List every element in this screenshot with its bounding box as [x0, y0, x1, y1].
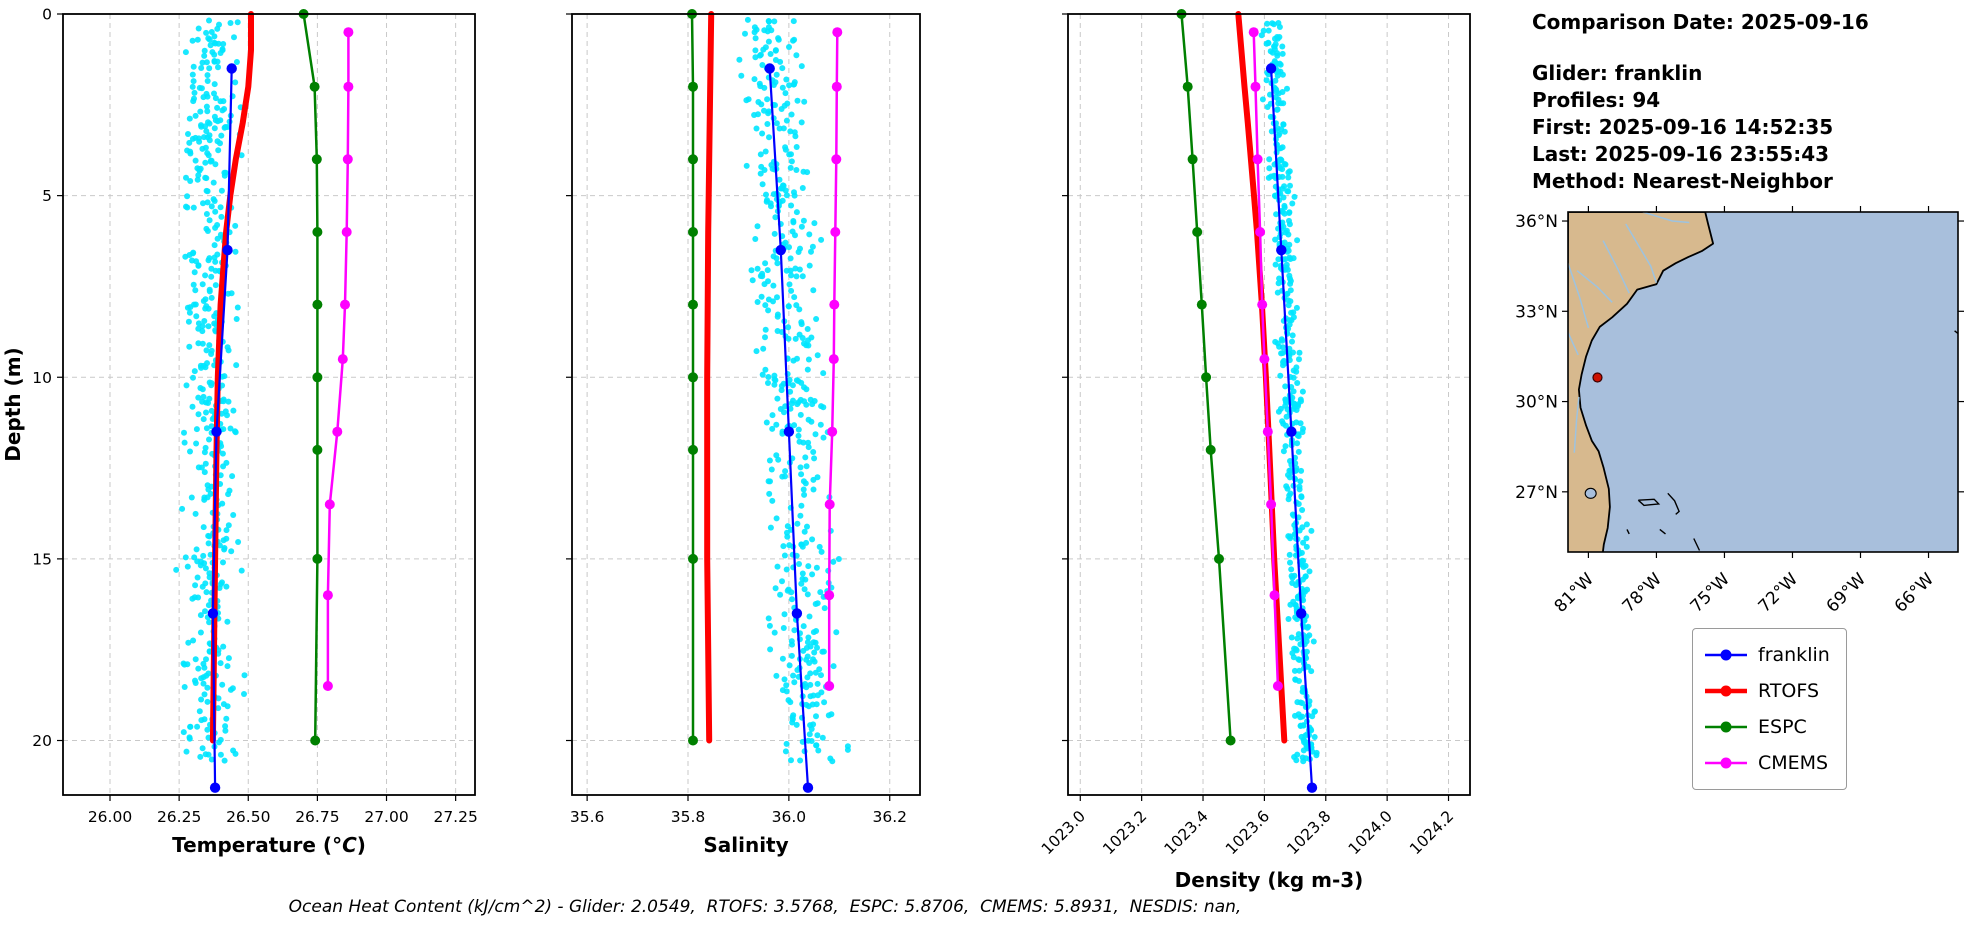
legend-line-sample: [1705, 685, 1747, 697]
legend-item-RTOFS: RTOFS: [1703, 673, 1830, 709]
svg-text:5: 5: [42, 187, 52, 205]
svg-text:1023.4: 1023.4: [1161, 807, 1212, 858]
svg-text:36.2: 36.2: [872, 808, 907, 826]
island-outline: [1693, 538, 1701, 551]
svg-text:0: 0: [42, 6, 52, 24]
legend-line-sample: [1705, 721, 1747, 733]
svg-text:75°W: 75°W: [1687, 569, 1734, 616]
svg-text:10: 10: [32, 369, 52, 387]
location-map: 36°N 33°N 30°N 27°N 81°W 78°W 75°W 72°W 69°W 66°W: [1515, 206, 1964, 617]
island-outline: [1667, 492, 1680, 515]
legend-line-sample: [1705, 649, 1747, 661]
svg-text:27.25: 27.25: [433, 808, 477, 826]
x-axis-label: Density (kg m-3): [1175, 868, 1364, 892]
lake: [1584, 487, 1597, 499]
info-line: Last: 2025-09-16 23:55:43: [1532, 142, 1830, 166]
axes-frame: [571, 13, 921, 796]
plot-density: 1023.0 1023.2 1023.4 1023.6 1023.8 1024.0 1024…: [1038, 9, 1471, 892]
island-outline: [1626, 529, 1630, 535]
coastline-land: [1568, 212, 1714, 552]
glider-raw-points: [736, 16, 851, 765]
svg-text:27°N: 27°N: [1515, 483, 1558, 503]
gridlines: [572, 13, 920, 795]
svg-text:35.6: 35.6: [570, 808, 605, 826]
glider-info-lines: Glider: franklin Profiles: 94 First: 2025-…: [1532, 60, 1869, 195]
gridlines: [1068, 13, 1470, 795]
svg-text:20: 20: [32, 732, 52, 750]
svg-text:27.00: 27.00: [364, 808, 408, 826]
legend-item-ESPC: ESPC: [1703, 709, 1830, 745]
axes-frame: [62, 13, 476, 796]
series-CMEMS: [326, 30, 350, 688]
river: [1625, 223, 1658, 283]
svg-text:1024.0: 1024.0: [1345, 807, 1396, 858]
svg-text:1023.0: 1023.0: [1038, 807, 1089, 858]
river: [1642, 212, 1690, 224]
svg-text:26.50: 26.50: [226, 808, 270, 826]
island-outline: [1659, 528, 1666, 535]
glider-raw-points: [173, 17, 248, 764]
plot-salinity: 35.6 35.8 36.0 36.2 Salinity: [566, 9, 921, 857]
svg-text:78°W: 78°W: [1619, 569, 1666, 616]
svg-text:36.0: 36.0: [772, 808, 807, 826]
svg-text:1024.2: 1024.2: [1406, 807, 1457, 858]
info-panel: Comparison Date: 2025-09-16 Glider: fran…: [1532, 10, 1869, 195]
x-axis-label: Salinity: [703, 833, 788, 857]
x-axis-label: Temperature (°C): [172, 833, 366, 857]
island-outline: [1637, 498, 1661, 507]
profile-plots: 26.00 26.25 26.50 26.75 27.00 27.25 0 5 10 15 20 Te…: [1, 6, 1471, 892]
info-line: First: 2025-09-16 14:52:35: [1532, 115, 1834, 139]
legend-label: franklin: [1758, 644, 1830, 666]
svg-text:1023.2: 1023.2: [1099, 807, 1150, 858]
river: [1576, 270, 1613, 303]
info-line: Glider: franklin: [1532, 61, 1703, 85]
info-line: Method: Nearest-Neighbor: [1532, 169, 1833, 193]
legend-item-franklin: franklin: [1703, 637, 1830, 673]
ohc-annotation: Ocean Heat Content (kJ/cm^2) - Glider: 2…: [288, 897, 1242, 917]
svg-text:1023.6: 1023.6: [1222, 807, 1273, 858]
legend-label: RTOFS: [1758, 680, 1820, 702]
glider-location-marker: [1592, 372, 1603, 383]
axes-frame: [1067, 13, 1471, 796]
gridlines: [63, 13, 475, 795]
svg-text:30°N: 30°N: [1515, 393, 1558, 413]
series-RTOFS: [704, 11, 715, 744]
series-CMEMS: [1252, 30, 1280, 688]
river: [1568, 332, 1579, 356]
map-frame: [1567, 211, 1959, 553]
svg-text:72°W: 72°W: [1755, 569, 1802, 616]
series-CMEMS: [827, 30, 839, 688]
svg-text:66°W: 66°W: [1891, 569, 1938, 616]
plot-temperature: 26.00 26.25 26.50 26.75 27.00 27.25 0 5 10 15 20 Te…: [1, 6, 478, 858]
legend-label: CMEMS: [1758, 752, 1829, 774]
comparison-date-text: Comparison Date: 2025-09-16: [1532, 10, 1869, 34]
legend-label: ESPC: [1758, 716, 1807, 738]
svg-text:26.25: 26.25: [157, 808, 201, 826]
svg-text:35.8: 35.8: [671, 808, 706, 826]
info-line: Profiles: 94: [1532, 88, 1661, 112]
svg-text:69°W: 69°W: [1823, 569, 1870, 616]
river: [1573, 396, 1580, 453]
river: [1568, 262, 1590, 329]
svg-text:1023.8: 1023.8: [1284, 807, 1335, 858]
svg-text:26.75: 26.75: [295, 808, 339, 826]
legend-item-CMEMS: CMEMS: [1703, 745, 1830, 781]
svg-text:33°N: 33°N: [1515, 302, 1558, 322]
svg-text:81°W: 81°W: [1551, 569, 1598, 616]
svg-text:36°N: 36°N: [1515, 212, 1558, 232]
svg-text:15: 15: [32, 550, 52, 568]
legend: franklin RTOFS ESPC CMEMS: [1692, 628, 1847, 790]
legend-line-sample: [1705, 757, 1747, 769]
svg-text:26.00: 26.00: [88, 808, 132, 826]
y-axis-label: Depth (m): [1, 347, 25, 461]
river: [1602, 240, 1630, 294]
